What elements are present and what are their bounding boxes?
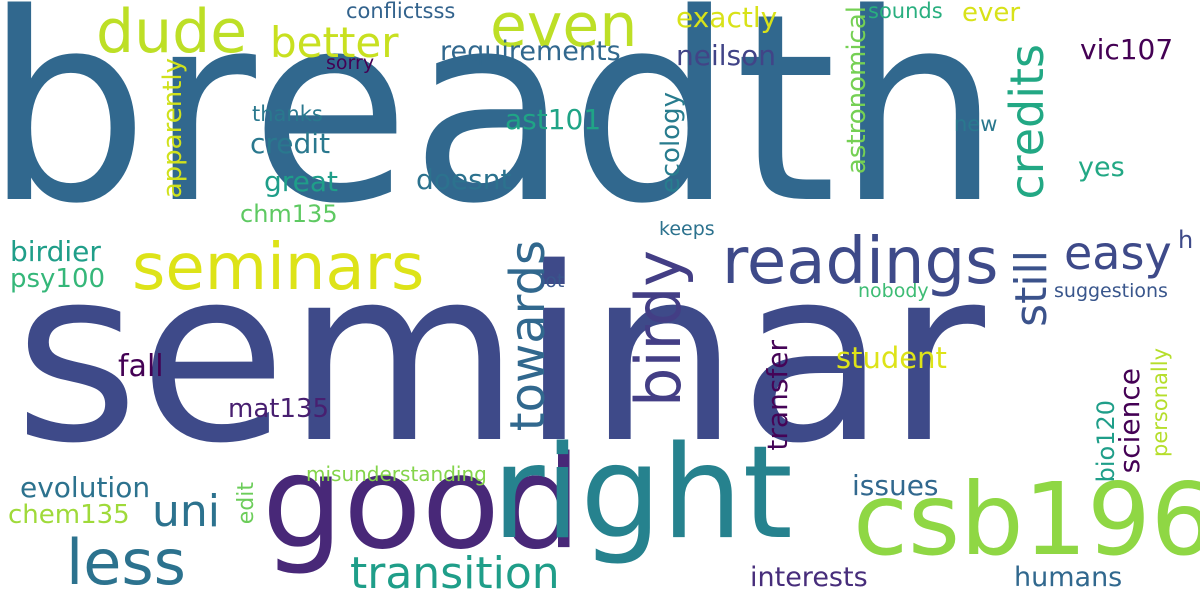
word-edit: edit	[234, 482, 259, 525]
word-humans: humans	[1014, 562, 1123, 593]
word-misunderstanding: misunderstanding	[306, 462, 487, 486]
word-doesnt: doesnt	[416, 163, 512, 196]
word-interests: interests	[750, 562, 868, 593]
word-uni: uni	[152, 486, 220, 537]
word-csb196: csb196	[853, 461, 1200, 578]
word-credits: credits	[1000, 44, 1054, 200]
word-great: great	[264, 165, 339, 198]
word-yes: yes	[1078, 152, 1125, 183]
word-readings: readings	[722, 225, 999, 299]
word-science: science	[1113, 368, 1146, 474]
word-less: less	[66, 526, 186, 599]
word-dude: dude	[96, 0, 248, 67]
word-birdier: birdier	[10, 235, 101, 268]
word-keeps: keeps	[659, 218, 715, 240]
word-conflictsss: conflictsss	[346, 0, 456, 23]
word-new: new	[954, 112, 998, 136]
word-fall: fall	[118, 349, 164, 384]
word-bio120: bio120	[1092, 400, 1120, 483]
word-sounds: sounds	[868, 0, 943, 23]
word-transfer: transfer	[761, 340, 794, 451]
word-towards: towards	[500, 240, 556, 432]
word-suggestions: suggestions	[1054, 280, 1168, 302]
word-transition: transition	[350, 548, 560, 599]
word-thanks: thanks	[252, 102, 323, 126]
word-mat135: mat135	[228, 394, 330, 424]
word-even: even	[490, 0, 638, 61]
word-seminars: seminars	[132, 231, 425, 305]
word-still: still	[1006, 250, 1057, 327]
word-h: h	[1178, 226, 1194, 254]
word-lot: lot	[540, 270, 565, 292]
word-requirements: requirements	[440, 36, 621, 67]
word-seminar: seminar	[14, 216, 986, 496]
word-apparently: apparently	[158, 58, 188, 199]
word-credit: credit	[250, 127, 331, 160]
word-better: better	[270, 18, 399, 67]
word-birdy: birdy	[622, 250, 695, 408]
word-easy: easy	[1064, 226, 1172, 280]
word-ecology: ecology	[656, 92, 686, 194]
word-right: right	[492, 419, 793, 568]
word-chm135: chm135	[240, 200, 338, 228]
word-sorry: sorry	[326, 52, 375, 74]
word-good: good	[262, 429, 582, 578]
word-psy100: psy100	[10, 264, 106, 294]
word-nobody: nobody	[858, 280, 929, 302]
word-vic107: vic107	[1080, 33, 1174, 66]
word-neilson: neilson	[676, 39, 776, 72]
word-astronomical: astronomical	[842, 6, 872, 175]
word-ast101: ast101	[505, 103, 602, 136]
word-ever: ever	[962, 0, 1021, 28]
word-breadth: breadth	[0, 0, 1002, 261]
word-personally: personally	[1148, 348, 1172, 457]
word-evolution: evolution	[20, 471, 151, 504]
word-issues: issues	[852, 469, 939, 502]
word-exactly: exactly	[676, 1, 778, 34]
word-student: student	[836, 341, 947, 375]
word-chem135: chem135	[8, 500, 130, 530]
